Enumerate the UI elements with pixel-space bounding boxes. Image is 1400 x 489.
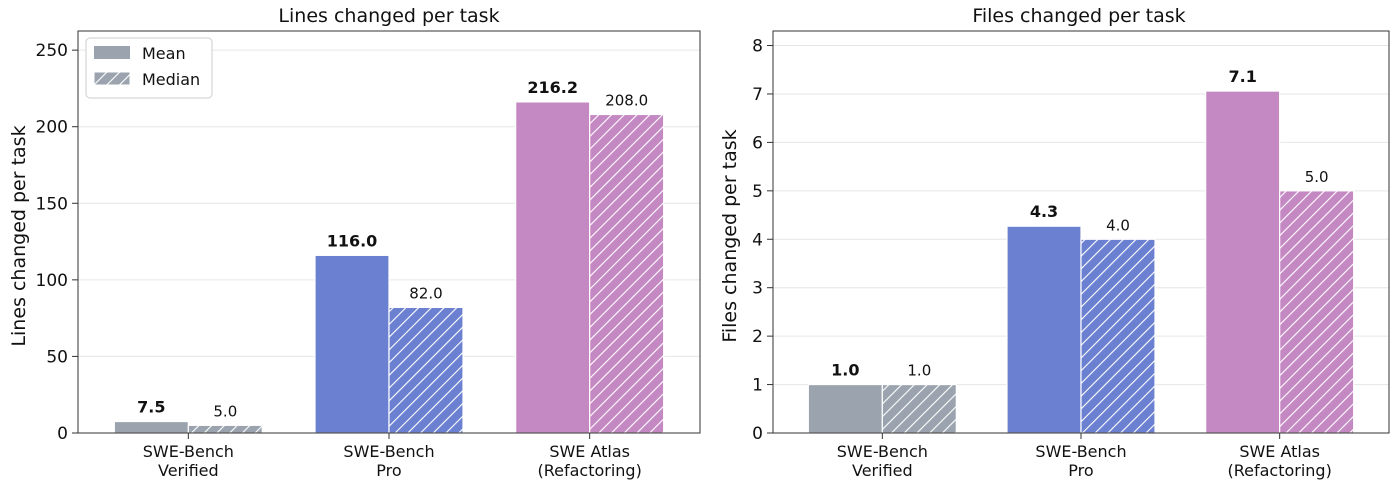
files-value-label-median: 5.0 [1305, 168, 1329, 186]
legend-swatch-mean [94, 46, 130, 59]
lines-changed-chart: Lines changed per task Lines changed per… [8, 5, 701, 480]
lines-value-label-median: 82.0 [409, 284, 442, 302]
lines-y-tick-label: 200 [36, 118, 68, 138]
lines-y-tick-label: 100 [36, 271, 68, 291]
lines-y-tick-label: 150 [36, 194, 68, 214]
files-value-label-mean: 1.0 [831, 361, 859, 380]
lines-y-tick-label: 0 [57, 424, 68, 444]
files-y-tick-label: 5 [752, 182, 763, 202]
lines-bar-median [187, 424, 263, 434]
lines-bar-mean [113, 420, 189, 434]
files-y-tick-label: 0 [752, 424, 763, 444]
lines-chart-x-ticks: SWE-Bench Verified SWE-Bench Pro SWE Atlas (R… [143, 433, 642, 480]
files-bar-median [881, 383, 957, 434]
lines-y-tick-label: 250 [36, 41, 68, 61]
lines-y-tick-label: 50 [46, 347, 68, 367]
legend-swatch-median [93, 71, 131, 86]
lines-x-tick-label: SWE Atlas (Refactoring) [537, 442, 641, 480]
lines-chart-ylabel: Lines changed per task [8, 125, 30, 346]
files-value-label-mean: 4.3 [1030, 202, 1058, 221]
lines-value-label-median: 208.0 [605, 91, 648, 109]
legend-label-mean: Mean [142, 44, 186, 63]
files-chart-value-labels: 1.0 1.0 4.3 4.0 7.1 5.0 [831, 67, 1328, 380]
files-y-tick-label: 1 [752, 376, 763, 396]
files-chart-ylabel: Files changed per task [719, 129, 741, 342]
lines-chart-value-labels: 7.5 5.0 116.0 82.0 216.2 208.0 [137, 78, 648, 420]
lines-chart-bars [113, 101, 665, 434]
files-y-tick-label: 8 [752, 37, 763, 57]
files-bar-median [1279, 190, 1355, 434]
files-y-tick-label: 6 [752, 133, 763, 153]
files-changed-chart: Files changed per task Files changed per… [719, 5, 1390, 480]
lines-bar-median [388, 306, 464, 434]
files-chart-frame [772, 30, 1390, 434]
files-y-tick-label: 4 [752, 230, 763, 250]
files-value-label-median: 1.0 [907, 362, 931, 380]
lines-chart-frame [77, 30, 701, 434]
files-chart-x-ticks: SWE-Bench Verified SWE-Bench Pro SWE Atlas (R… [837, 433, 1332, 480]
files-y-tick-label: 7 [752, 85, 763, 105]
lines-chart-y-ticks: 0 50 100 150 200 250 [36, 41, 78, 444]
files-bar-mean [1006, 225, 1082, 434]
lines-x-tick-label: SWE-Bench Pro [343, 442, 434, 480]
files-chart-bars [807, 90, 1355, 434]
legend: Mean Median [85, 37, 213, 99]
files-y-tick-label: 3 [752, 279, 763, 299]
files-value-label-mean: 7.1 [1228, 67, 1256, 86]
files-y-tick-label: 2 [752, 327, 763, 347]
lines-value-label-median: 5.0 [213, 402, 237, 420]
lines-x-tick-label: SWE-Bench Verified [143, 442, 234, 480]
lines-value-label-mean: 216.2 [527, 78, 578, 97]
files-chart-title: Files changed per task [972, 5, 1185, 27]
files-x-tick-label: SWE-Bench Pro [1035, 442, 1126, 480]
legend-label-median: Median [142, 70, 200, 89]
files-chart-y-ticks: 0 1 2 3 4 5 6 7 8 [752, 37, 773, 444]
lines-bar-mean [314, 254, 390, 434]
files-bar-median [1080, 238, 1156, 434]
lines-value-label-mean: 7.5 [137, 398, 165, 417]
lines-bar-median [589, 113, 665, 434]
files-value-label-median: 4.0 [1106, 216, 1130, 234]
lines-bar-mean [515, 101, 591, 434]
files-x-tick-label: SWE Atlas (Refactoring) [1227, 442, 1331, 480]
lines-chart-title: Lines changed per task [278, 5, 499, 27]
files-bar-mean [807, 383, 883, 434]
files-x-tick-label: SWE-Bench Verified [837, 442, 928, 480]
files-bar-mean [1205, 90, 1281, 434]
lines-value-label-mean: 116.0 [327, 231, 378, 250]
